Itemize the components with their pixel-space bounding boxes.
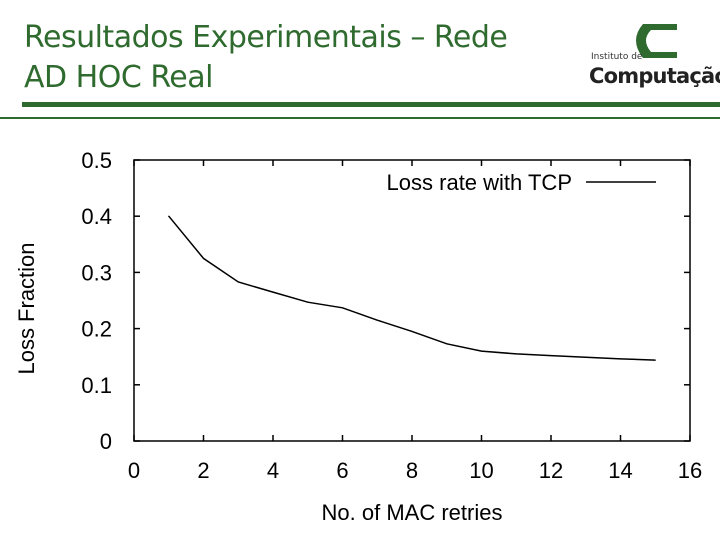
data-point bbox=[341, 307, 344, 309]
uff-logo-mark-icon: uff bbox=[636, 24, 680, 58]
institute-logo: uff Instituto de Computação bbox=[585, 18, 720, 100]
data-point bbox=[272, 291, 274, 293]
x-tick-label: 8 bbox=[406, 458, 418, 483]
slide-title: Resultados Experimentais – Rede AD HOC R… bbox=[24, 18, 584, 98]
y-axis-title: Loss Fraction bbox=[14, 242, 39, 374]
series-line-loss-rate-tcp bbox=[168, 215, 656, 361]
data-point bbox=[654, 359, 656, 361]
data-point bbox=[515, 353, 517, 355]
slide-title-line-2: AD HOC Real bbox=[24, 60, 214, 95]
x-tick-label: 14 bbox=[608, 458, 632, 483]
slide-title-line-1: Resultados Experimentais – Rede bbox=[24, 20, 508, 55]
y-tick-label: 0 bbox=[100, 429, 112, 454]
x-tick-label: 4 bbox=[267, 458, 279, 483]
logo-mark-text: uff bbox=[663, 42, 680, 55]
x-tick-label: 16 bbox=[678, 458, 702, 483]
data-point bbox=[202, 257, 205, 259]
data-point bbox=[168, 215, 170, 217]
data-point bbox=[307, 301, 309, 303]
logo-small-text: Instituto de bbox=[591, 52, 643, 62]
x-tick-label: 6 bbox=[336, 458, 348, 483]
data-point bbox=[376, 319, 378, 321]
x-tick-label: 12 bbox=[539, 458, 563, 483]
y-tick-label: 0.5 bbox=[81, 148, 112, 173]
y-tick-label: 0.4 bbox=[81, 204, 112, 229]
header-rule-thin bbox=[0, 117, 720, 119]
data-point bbox=[446, 343, 448, 345]
data-point bbox=[237, 281, 239, 283]
data-point bbox=[480, 350, 483, 352]
header-rule-thick bbox=[22, 102, 720, 107]
logo-big-text: Computação bbox=[589, 64, 720, 88]
data-point bbox=[550, 354, 552, 357]
data-point bbox=[619, 358, 622, 360]
data-point bbox=[585, 356, 587, 358]
x-tick-label: 2 bbox=[197, 458, 209, 483]
x-tick-label: 0 bbox=[128, 458, 140, 483]
y-tick-label: 0.2 bbox=[81, 317, 112, 342]
plot-frame bbox=[133, 159, 691, 442]
data-point bbox=[411, 330, 413, 333]
x-tick-label: 10 bbox=[469, 458, 493, 483]
y-tick-label: 0.1 bbox=[81, 373, 112, 398]
x-axis-title: No. of MAC retries bbox=[322, 500, 503, 525]
legend-label: Loss rate with TCP bbox=[387, 170, 572, 195]
y-tick-label: 0.3 bbox=[81, 260, 112, 285]
